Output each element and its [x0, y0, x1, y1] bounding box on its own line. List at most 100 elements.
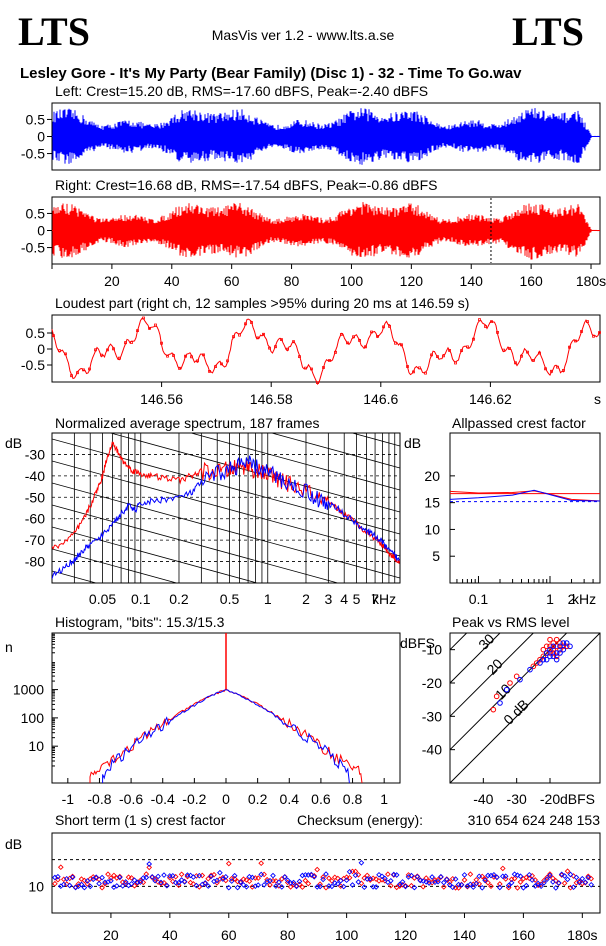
short-crest-point-1-30: [137, 879, 144, 885]
spectrum-ylabel-2: -50: [25, 489, 45, 505]
crest-series-0: [449, 490, 601, 502]
short-crest-point-1-172: [555, 880, 562, 886]
peak-rms-point-0-17: [553, 636, 560, 643]
peak-rms-point-0-20: [513, 673, 520, 680]
short-crest-point-1-40: [166, 873, 173, 879]
peak-rms-point-1-0: [543, 650, 550, 656]
time-xlabel-1: 40: [164, 273, 180, 289]
short-crest-point-1-120: [402, 883, 409, 890]
short-crest-point-1-93: [323, 871, 329, 877]
short-crest-point-0-126: [420, 883, 427, 890]
short-crest-xlabel-5: 120: [394, 927, 418, 943]
histogram-xlabel-5: 0: [222, 791, 230, 807]
short-crest-point-1-181: [582, 879, 589, 886]
short-crest-frame: [51, 832, 601, 914]
short-crest-point-0-17: [99, 884, 105, 891]
short-crest-point-1-117: [393, 872, 400, 878]
short-crest-point-0-136: [449, 875, 456, 882]
short-crest-point-1-101: [346, 868, 353, 875]
short-crest-point-0-94: [326, 875, 332, 882]
short-crest-point-1-106: [361, 884, 368, 891]
time-xlabel-7: 160: [519, 273, 543, 289]
short-crest-point-0-65: [240, 876, 247, 883]
crest-title: Allpassed crest factor: [452, 415, 586, 431]
peak-rms-diag-4: [450, 633, 600, 783]
short-crest-point-1-84: [296, 878, 303, 885]
peak-rms-point-0-0: [540, 646, 547, 653]
short-crest-point-0-19: [105, 871, 111, 878]
short-crest-point-1-104: [355, 879, 362, 885]
peak-rms-ylabel: dBFS: [400, 635, 435, 651]
short-crest-point-1-94: [326, 883, 332, 889]
spectrum-slope-17: [52, 526, 259, 583]
peak-rms-point-0-14: [563, 643, 570, 650]
short-crest-point-0-174: [561, 880, 568, 887]
short-crest-ylabel-0: 10: [28, 878, 44, 894]
peak-rms-point-0-4: [553, 643, 560, 650]
short-crest-point-1-170: [550, 879, 556, 885]
short-crest-point-1-102: [349, 882, 356, 888]
short-crest-point-0-54: [208, 872, 214, 879]
short-crest-point-0-69: [252, 875, 259, 881]
spectrum-slope-18: [52, 548, 179, 583]
left-wave-trace: [52, 108, 599, 165]
short-crest-point-0-90: [314, 866, 321, 873]
short-crest-point-0-67: [246, 878, 253, 885]
peak-rms-point-1-5: [560, 646, 567, 653]
histogram-xlabel-3: -0.4: [151, 791, 175, 807]
peak-rms-point-1-12: [553, 656, 560, 663]
short-crest-point-1-32: [143, 874, 150, 881]
histogram-ylabel-2: 10: [28, 738, 44, 754]
short-crest-xlabel-6: 140: [453, 927, 477, 943]
short-crest-point-1-105: [358, 859, 365, 866]
time-xlabel-8: 180s: [576, 273, 606, 289]
histogram-series-1: [102, 689, 350, 783]
short-crest-point-0-147: [482, 876, 488, 882]
spectrum-slope-10: [270, 433, 400, 469]
peak-rms-diag-label-1: 30: [475, 630, 497, 652]
time-xlabel-4: 100: [340, 273, 364, 289]
short-crest-point-0-51: [199, 872, 206, 879]
loudest-xlabel-2: 146.6: [363, 391, 398, 407]
short-crest-xlabel-4: 100: [335, 927, 359, 943]
short-crest-point-0-155: [505, 884, 512, 891]
short-crest-point-1-86: [302, 872, 309, 878]
peak-rms-diag-2: [450, 633, 535, 717]
peak-rms-point-0-18: [533, 660, 540, 666]
short-crest-point-1-145: [476, 873, 483, 880]
spectrum-series-0: [52, 441, 400, 564]
short-crest-xlabel-2: 60: [221, 927, 237, 943]
loudest-xlabel-1: 146.58: [250, 391, 293, 407]
short-crest-point-1-167: [541, 879, 547, 886]
peak-rms-title: Peak vs RMS level: [452, 614, 569, 630]
short-crest-point-1-112: [379, 873, 385, 880]
peak-rms-point-1-18: [503, 686, 510, 693]
short-crest-point-1-57: [217, 869, 223, 876]
short-crest-point-1-99: [340, 883, 347, 890]
short-crest-point-1-79: [281, 874, 288, 880]
short-crest-point-1-159: [517, 873, 524, 880]
right-wave-ylabel-2: -0.5: [21, 240, 45, 256]
short-crest-point-1-162: [526, 871, 533, 878]
short-crest-point-0-121: [405, 872, 412, 878]
short-crest-point-1-156: [508, 879, 515, 886]
peak-rms-point-1-2: [550, 653, 557, 660]
peak-rms-point-0-3: [550, 640, 557, 646]
short-crest-point-1-53: [205, 883, 212, 889]
short-crest-point-1-164: [532, 883, 539, 889]
short-crest-point-1-74: [267, 877, 273, 884]
spectrum-xlabel-9: 7: [371, 591, 379, 607]
short-crest-point-1-132: [438, 873, 444, 880]
short-crest-point-1-18: [102, 879, 108, 886]
spectrum-slope-14: [52, 460, 400, 557]
peak-rms-point-1-6: [540, 656, 547, 663]
spectrum-xlabel-2: 0.2: [169, 591, 189, 607]
short-crest-point-1-46: [184, 872, 191, 878]
short-crest-point-1-148: [485, 872, 491, 879]
app-title: MasVis ver 1.2 - www.lts.a.se: [212, 27, 395, 43]
short-crest-point-0-157: [511, 875, 518, 882]
short-crest-point-0-11: [81, 877, 88, 884]
peak-rms-point-0-16: [550, 646, 557, 653]
